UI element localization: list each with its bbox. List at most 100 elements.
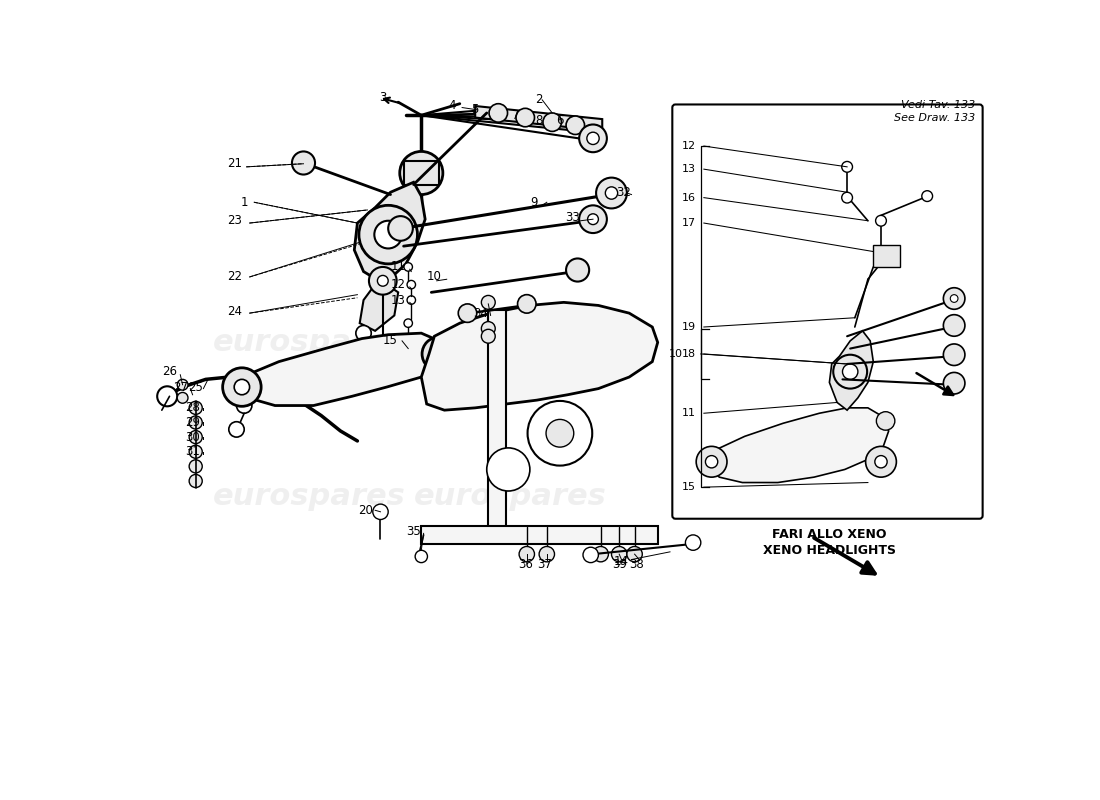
Text: 12: 12 xyxy=(390,278,406,291)
Text: 1: 1 xyxy=(241,196,248,209)
Circle shape xyxy=(685,535,701,550)
Text: 39: 39 xyxy=(612,558,627,570)
Text: 13: 13 xyxy=(390,294,406,306)
Text: 24: 24 xyxy=(227,305,242,318)
Circle shape xyxy=(482,322,495,335)
Text: 38: 38 xyxy=(629,558,645,570)
Circle shape xyxy=(234,379,250,394)
Circle shape xyxy=(415,550,428,562)
Circle shape xyxy=(189,460,202,473)
Circle shape xyxy=(388,216,412,241)
Circle shape xyxy=(596,178,627,209)
Text: 32: 32 xyxy=(616,186,631,198)
Circle shape xyxy=(377,275,388,286)
Text: 19: 19 xyxy=(682,322,696,332)
FancyBboxPatch shape xyxy=(672,105,982,518)
Text: 5: 5 xyxy=(472,103,478,116)
Circle shape xyxy=(877,412,895,430)
Circle shape xyxy=(627,546,642,562)
Circle shape xyxy=(404,262,412,271)
Circle shape xyxy=(157,386,177,406)
Circle shape xyxy=(579,206,607,233)
Circle shape xyxy=(177,379,188,390)
Text: 15: 15 xyxy=(383,334,398,347)
Circle shape xyxy=(543,113,561,131)
Text: 6: 6 xyxy=(557,114,563,127)
Polygon shape xyxy=(360,279,398,331)
Text: XENO HEADLIGHTS: XENO HEADLIGHTS xyxy=(763,544,895,557)
Text: 3: 3 xyxy=(379,91,386,104)
Text: eurospares: eurospares xyxy=(213,482,406,511)
Polygon shape xyxy=(421,302,658,410)
Circle shape xyxy=(292,151,315,174)
Text: 14: 14 xyxy=(614,555,629,568)
Circle shape xyxy=(189,474,202,487)
Polygon shape xyxy=(488,310,506,542)
Circle shape xyxy=(950,294,958,302)
Circle shape xyxy=(404,319,412,327)
Circle shape xyxy=(516,108,535,127)
Text: 35: 35 xyxy=(406,525,421,538)
Text: 10: 10 xyxy=(669,349,682,359)
Circle shape xyxy=(407,296,416,304)
Bar xyxy=(873,246,900,267)
Text: See Draw. 133: See Draw. 133 xyxy=(894,113,976,122)
Text: 9: 9 xyxy=(530,196,538,209)
Polygon shape xyxy=(475,106,603,130)
Circle shape xyxy=(374,221,403,249)
Circle shape xyxy=(490,104,507,122)
Circle shape xyxy=(177,393,188,403)
Text: 23: 23 xyxy=(227,214,242,227)
Text: 15: 15 xyxy=(682,482,696,492)
Circle shape xyxy=(459,304,476,322)
Text: 13: 13 xyxy=(682,164,696,174)
Text: 16: 16 xyxy=(682,193,696,202)
Text: 10: 10 xyxy=(427,270,442,283)
Circle shape xyxy=(612,546,627,562)
Circle shape xyxy=(539,546,554,562)
Text: 11: 11 xyxy=(682,408,696,418)
Circle shape xyxy=(431,346,447,362)
Circle shape xyxy=(368,267,397,294)
Circle shape xyxy=(605,187,618,199)
Circle shape xyxy=(373,504,388,519)
Text: FARI ALLO XENO: FARI ALLO XENO xyxy=(772,529,887,542)
Text: 33: 33 xyxy=(565,211,581,224)
Circle shape xyxy=(422,337,455,371)
Circle shape xyxy=(236,398,252,414)
Circle shape xyxy=(874,455,887,468)
Text: 21: 21 xyxy=(227,158,242,170)
Text: 26: 26 xyxy=(162,365,177,378)
Circle shape xyxy=(842,162,852,172)
Circle shape xyxy=(407,281,416,289)
Circle shape xyxy=(834,354,867,389)
Polygon shape xyxy=(404,162,439,185)
Circle shape xyxy=(876,215,887,226)
Circle shape xyxy=(842,192,852,203)
Circle shape xyxy=(944,373,965,394)
Text: 7: 7 xyxy=(513,109,520,122)
Circle shape xyxy=(222,368,261,406)
Circle shape xyxy=(593,546,608,562)
Circle shape xyxy=(355,326,372,341)
Polygon shape xyxy=(242,333,444,406)
Circle shape xyxy=(189,416,202,429)
Circle shape xyxy=(482,295,495,310)
Polygon shape xyxy=(829,331,873,410)
Circle shape xyxy=(519,546,535,562)
Text: 12: 12 xyxy=(682,141,696,151)
Circle shape xyxy=(399,151,443,194)
Text: 27: 27 xyxy=(173,381,188,394)
Circle shape xyxy=(583,547,598,562)
Text: eurospares: eurospares xyxy=(414,328,606,357)
Text: Vedi Tav. 133: Vedi Tav. 133 xyxy=(901,100,976,110)
Circle shape xyxy=(517,294,536,313)
Circle shape xyxy=(587,132,600,145)
Text: 22: 22 xyxy=(227,270,242,283)
Text: 36: 36 xyxy=(518,558,532,570)
Text: 30: 30 xyxy=(185,430,200,444)
Circle shape xyxy=(528,401,592,466)
Circle shape xyxy=(546,419,574,447)
Text: 17: 17 xyxy=(682,218,696,228)
Text: 8: 8 xyxy=(536,114,542,127)
